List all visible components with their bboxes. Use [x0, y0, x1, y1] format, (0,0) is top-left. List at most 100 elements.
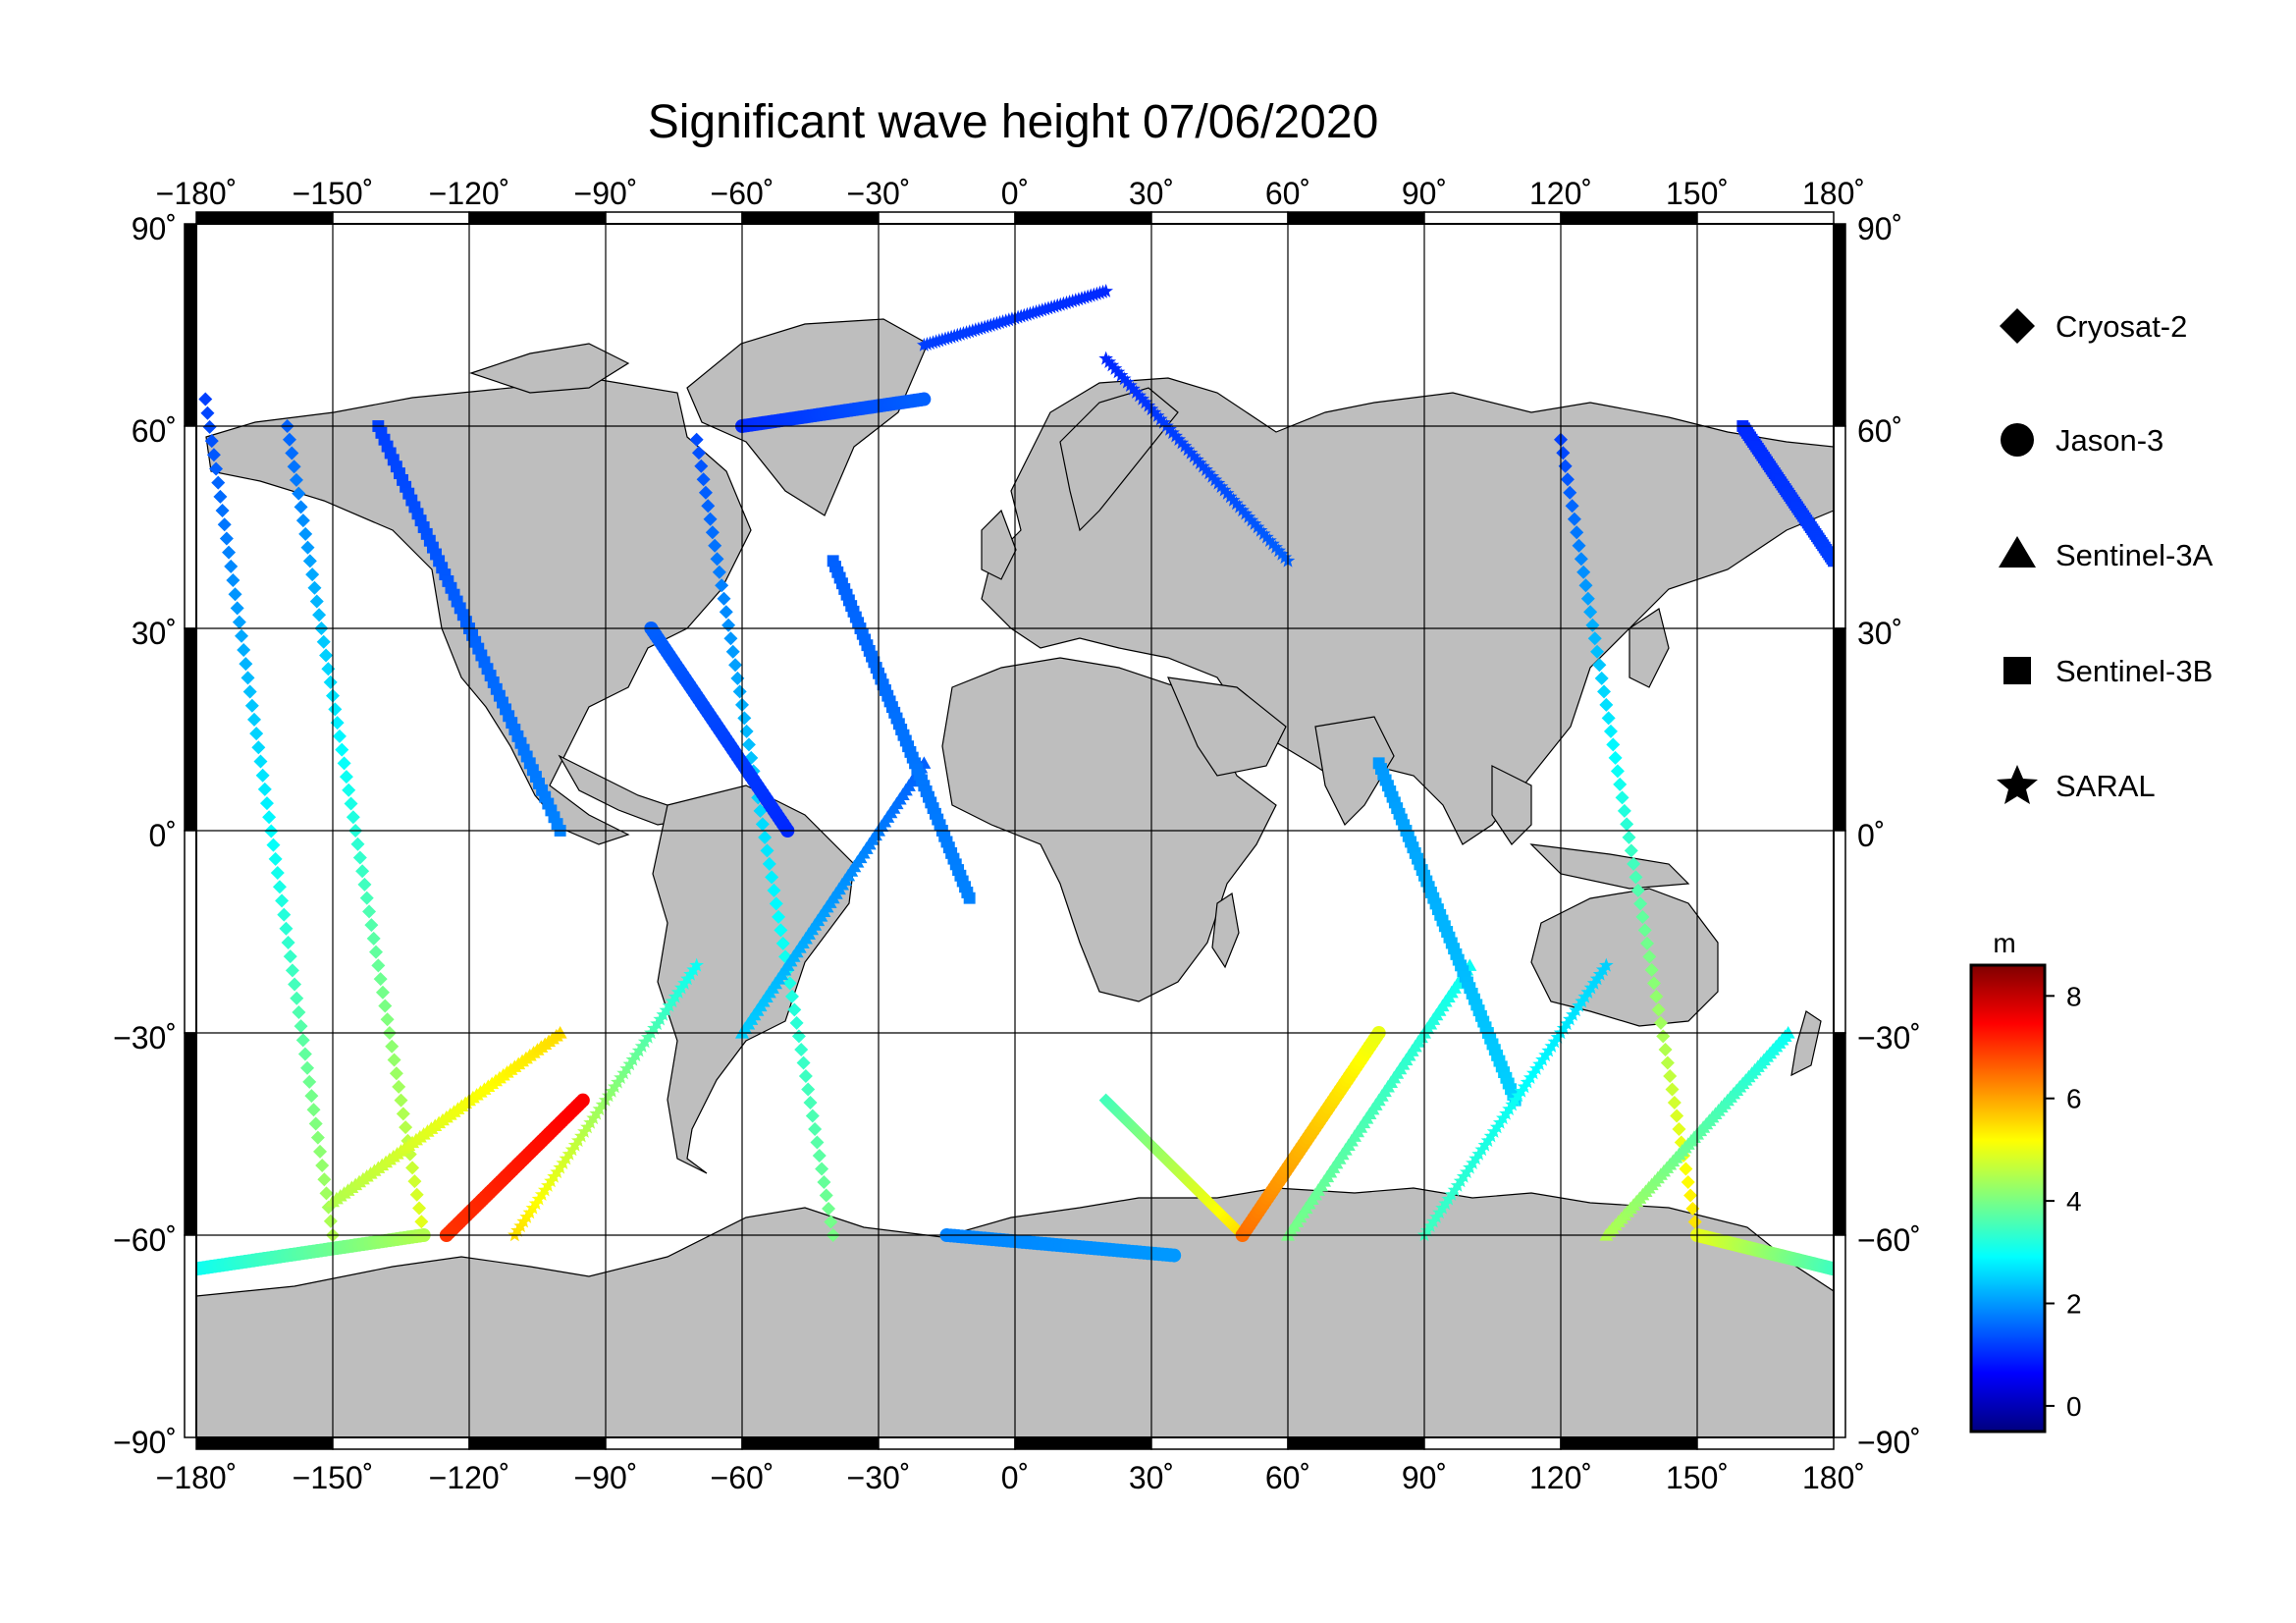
data-point: [1165, 425, 1180, 440]
data-point: [1642, 949, 1657, 964]
data-point: [1204, 468, 1220, 483]
frame-segment-top: [332, 211, 470, 225]
data-point: [705, 525, 720, 540]
data-point: [689, 957, 704, 972]
data-point: [198, 392, 213, 406]
data-point: [1098, 284, 1113, 298]
data-point: [319, 648, 334, 663]
lon-tick-label-top: −180˚: [156, 176, 238, 211]
data-point: [703, 512, 718, 526]
data-point: [523, 757, 536, 770]
data-point: [1174, 435, 1190, 450]
data-point: [769, 896, 783, 911]
data-point: [332, 729, 347, 743]
data-point: [1563, 485, 1577, 500]
data-point: [387, 1053, 401, 1067]
data-point: [1190, 452, 1204, 466]
lat-tick-label-left: 90˚: [132, 211, 177, 246]
colorbar-unit-label: m: [1993, 928, 2015, 958]
series-cryosat-2: [198, 392, 1704, 1242]
data-point: [1587, 631, 1602, 646]
data-point: [323, 1214, 338, 1228]
data-point: [1265, 536, 1280, 551]
frame-segment-left: [184, 425, 197, 629]
data-point: [760, 843, 774, 858]
data-point: [407, 1174, 422, 1189]
data-point: [378, 433, 391, 446]
data-point: [824, 1215, 838, 1229]
lon-tick-label-top: −30˚: [847, 176, 911, 211]
data-point: [787, 1002, 802, 1017]
data-point: [1672, 1121, 1686, 1136]
data-point: [1565, 499, 1579, 514]
data-point: [1177, 438, 1193, 453]
data-point: [1241, 510, 1256, 523]
data-point: [222, 545, 237, 560]
data-point: [1597, 684, 1612, 699]
data-point: [1576, 565, 1591, 579]
land-madagascar: [1211, 892, 1240, 969]
data-point: [321, 662, 336, 676]
data-point: [204, 434, 219, 449]
data-point: [1622, 830, 1636, 844]
data-point: [1624, 843, 1638, 858]
data-point: [369, 945, 384, 959]
data-point: [500, 703, 512, 716]
frame-segment-right: [1833, 1032, 1846, 1236]
data-point: [1168, 428, 1183, 443]
legend-item-sentinel-3a: Sentinel-3A: [1999, 536, 2214, 572]
data-point: [1665, 1082, 1680, 1097]
data-point: [822, 1201, 836, 1216]
data-point: [1683, 1188, 1698, 1203]
data-point: [775, 936, 790, 950]
land-india: [1314, 716, 1395, 827]
lon-tick-label-top: 120˚: [1529, 176, 1592, 211]
data-point: [1580, 591, 1595, 606]
data-point: [306, 1103, 321, 1117]
data-point: [812, 1148, 827, 1163]
data-point: [277, 907, 292, 922]
data-point: [490, 682, 503, 695]
data-point: [1556, 446, 1571, 460]
frame-segment-bottom: [468, 1436, 607, 1450]
data-point: [1147, 405, 1162, 419]
data-point: [335, 742, 349, 757]
data-point: [202, 419, 217, 434]
colorbar-tick-label: 0: [2066, 1391, 2082, 1422]
data-point: [472, 642, 485, 655]
data-point: [328, 702, 343, 717]
frame-segment-top: [195, 211, 334, 225]
lon-tick-label-bottom: −120˚: [429, 1460, 510, 1495]
data-point: [1107, 360, 1123, 375]
legend-label-cryosat-2: Cryosat-2: [2056, 309, 2187, 344]
data-point: [232, 615, 246, 629]
data-point: [294, 500, 308, 514]
data-point: [414, 1215, 429, 1229]
data-point: [230, 601, 244, 616]
data-point: [423, 534, 436, 547]
data-point: [1663, 1068, 1678, 1083]
data-point: [1608, 750, 1623, 765]
data-point: [350, 837, 365, 851]
data-point: [420, 527, 433, 540]
data-point: [1226, 492, 1241, 507]
lat-tick-label-left: −30˚: [113, 1020, 177, 1055]
data-point: [730, 671, 745, 685]
data-point: [553, 1026, 567, 1039]
data-point: [283, 949, 297, 964]
data-point: [723, 631, 738, 646]
data-point: [1653, 1015, 1668, 1030]
data-point: [1167, 1248, 1182, 1263]
map-area: [184, 211, 1846, 1450]
legend-item-saral: SARAL: [1997, 765, 2156, 804]
lon-tick-label-top: 150˚: [1666, 176, 1729, 211]
data-point: [503, 710, 515, 723]
data-point: [251, 740, 266, 755]
data-point: [810, 1135, 825, 1150]
lat-tick-label-right: −30˚: [1857, 1020, 1921, 1055]
data-point: [1572, 538, 1586, 553]
data-point: [339, 770, 353, 784]
data-point: [287, 460, 301, 474]
data-point: [1651, 1002, 1666, 1017]
data-point: [1132, 388, 1147, 403]
